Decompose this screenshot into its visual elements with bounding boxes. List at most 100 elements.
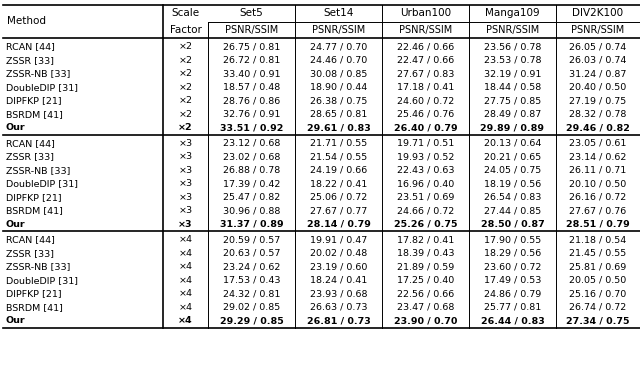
Text: 18.90 / 0.44: 18.90 / 0.44 (310, 83, 367, 92)
Text: PSNR/SSIM: PSNR/SSIM (399, 25, 452, 35)
Text: 27.34 / 0.75: 27.34 / 0.75 (566, 316, 630, 325)
Text: 22.56 / 0.66: 22.56 / 0.66 (397, 289, 454, 298)
Text: 18.19 / 0.56: 18.19 / 0.56 (484, 179, 541, 188)
Text: DIPFKP [21]: DIPFKP [21] (6, 193, 61, 202)
Text: ×3: ×3 (179, 193, 193, 202)
Text: 18.44 / 0.58: 18.44 / 0.58 (484, 83, 541, 92)
Text: 17.39 / 0.42: 17.39 / 0.42 (223, 179, 280, 188)
Text: 31.37 / 0.89: 31.37 / 0.89 (220, 220, 284, 229)
Text: 24.86 / 0.79: 24.86 / 0.79 (484, 289, 541, 298)
Text: Scale: Scale (172, 8, 200, 18)
Text: 29.02 / 0.85: 29.02 / 0.85 (223, 303, 280, 312)
Text: DIPFKP [21]: DIPFKP [21] (6, 96, 61, 105)
Text: 29.46 / 0.82: 29.46 / 0.82 (566, 123, 630, 132)
Text: Factor: Factor (170, 25, 202, 35)
Text: 21.45 / 0.55: 21.45 / 0.55 (570, 249, 627, 258)
Text: DoubleDIP [31]: DoubleDIP [31] (6, 83, 78, 92)
Text: 24.60 / 0.72: 24.60 / 0.72 (397, 96, 454, 105)
Text: 27.67 / 0.83: 27.67 / 0.83 (397, 69, 454, 78)
Text: 22.43 / 0.63: 22.43 / 0.63 (397, 166, 454, 175)
Text: 23.47 / 0.68: 23.47 / 0.68 (397, 303, 454, 312)
Text: 26.38 / 0.75: 26.38 / 0.75 (310, 96, 367, 105)
Text: 26.72 / 0.81: 26.72 / 0.81 (223, 56, 280, 65)
Text: 26.11 / 0.71: 26.11 / 0.71 (570, 166, 627, 175)
Text: Set14: Set14 (323, 8, 354, 18)
Text: 21.54 / 0.55: 21.54 / 0.55 (310, 152, 367, 161)
Text: 29.61 / 0.83: 29.61 / 0.83 (307, 123, 371, 132)
Text: DoubleDIP [31]: DoubleDIP [31] (6, 179, 78, 188)
Text: PSNR/SSIM: PSNR/SSIM (225, 25, 278, 35)
Text: 31.24 / 0.87: 31.24 / 0.87 (570, 69, 627, 78)
Text: 17.90 / 0.55: 17.90 / 0.55 (484, 235, 541, 244)
Text: 20.02 / 0.48: 20.02 / 0.48 (310, 249, 367, 258)
Text: 20.10 / 0.50: 20.10 / 0.50 (570, 179, 627, 188)
Text: 23.19 / 0.60: 23.19 / 0.60 (310, 262, 367, 271)
Text: Our: Our (6, 220, 26, 229)
Text: 27.44 / 0.85: 27.44 / 0.85 (484, 206, 541, 215)
Text: 26.44 / 0.83: 26.44 / 0.83 (481, 316, 545, 325)
Text: 28.32 / 0.78: 28.32 / 0.78 (570, 110, 627, 119)
Text: 28.14 / 0.79: 28.14 / 0.79 (307, 220, 371, 229)
Text: ×2: ×2 (178, 123, 193, 132)
Text: 17.53 / 0.43: 17.53 / 0.43 (223, 276, 280, 285)
Text: ZSSR [33]: ZSSR [33] (6, 152, 54, 161)
Text: 26.03 / 0.74: 26.03 / 0.74 (570, 56, 627, 65)
Text: ×4: ×4 (178, 316, 193, 325)
Text: ×3: ×3 (179, 139, 193, 148)
Text: ×3: ×3 (179, 220, 193, 229)
Text: 29.89 / 0.89: 29.89 / 0.89 (481, 123, 545, 132)
Text: Urban100: Urban100 (400, 8, 451, 18)
Text: 23.12 / 0.68: 23.12 / 0.68 (223, 139, 280, 148)
Text: 18.22 / 0.41: 18.22 / 0.41 (310, 179, 367, 188)
Text: PSNR/SSIM: PSNR/SSIM (486, 25, 539, 35)
Text: ×2: ×2 (179, 42, 193, 51)
Text: RCAN [44]: RCAN [44] (6, 235, 55, 244)
Text: 24.19 / 0.66: 24.19 / 0.66 (310, 166, 367, 175)
Text: Our: Our (6, 316, 26, 325)
Text: 23.53 / 0.78: 23.53 / 0.78 (484, 56, 541, 65)
Text: 23.90 / 0.70: 23.90 / 0.70 (394, 316, 457, 325)
Text: 24.05 / 0.75: 24.05 / 0.75 (484, 166, 541, 175)
Text: 29.29 / 0.85: 29.29 / 0.85 (220, 316, 284, 325)
Text: 24.77 / 0.70: 24.77 / 0.70 (310, 42, 367, 51)
Text: DIV2K100: DIV2K100 (572, 8, 623, 18)
Text: 20.40 / 0.50: 20.40 / 0.50 (570, 83, 627, 92)
Text: 23.24 / 0.62: 23.24 / 0.62 (223, 262, 280, 271)
Text: 26.05 / 0.74: 26.05 / 0.74 (570, 42, 627, 51)
Text: 19.91 / 0.47: 19.91 / 0.47 (310, 235, 367, 244)
Text: 24.32 / 0.81: 24.32 / 0.81 (223, 289, 280, 298)
Text: 18.57 / 0.48: 18.57 / 0.48 (223, 83, 280, 92)
Text: 32.19 / 0.91: 32.19 / 0.91 (484, 69, 541, 78)
Text: 21.89 / 0.59: 21.89 / 0.59 (397, 262, 454, 271)
Text: PSNR/SSIM: PSNR/SSIM (312, 25, 365, 35)
Text: ZSSR [33]: ZSSR [33] (6, 249, 54, 258)
Text: 25.46 / 0.76: 25.46 / 0.76 (397, 110, 454, 119)
Text: 22.46 / 0.66: 22.46 / 0.66 (397, 42, 454, 51)
Text: 16.96 / 0.40: 16.96 / 0.40 (397, 179, 454, 188)
Text: 26.75 / 0.81: 26.75 / 0.81 (223, 42, 280, 51)
Text: ×2: ×2 (179, 96, 193, 105)
Text: 20.63 / 0.57: 20.63 / 0.57 (223, 249, 280, 258)
Text: Method: Method (7, 17, 46, 27)
Text: ×2: ×2 (179, 110, 193, 119)
Text: 33.51 / 0.92: 33.51 / 0.92 (220, 123, 283, 132)
Text: 26.81 / 0.73: 26.81 / 0.73 (307, 316, 371, 325)
Text: 28.51 / 0.79: 28.51 / 0.79 (566, 220, 630, 229)
Text: 25.77 / 0.81: 25.77 / 0.81 (484, 303, 541, 312)
Text: ×4: ×4 (179, 235, 193, 244)
Text: PSNR/SSIM: PSNR/SSIM (572, 25, 625, 35)
Text: ZSSR-NB [33]: ZSSR-NB [33] (6, 69, 70, 78)
Text: 17.18 / 0.41: 17.18 / 0.41 (397, 83, 454, 92)
Text: 23.02 / 0.68: 23.02 / 0.68 (223, 152, 280, 161)
Text: 23.93 / 0.68: 23.93 / 0.68 (310, 289, 367, 298)
Text: BSRDM [41]: BSRDM [41] (6, 206, 63, 215)
Text: 25.47 / 0.82: 25.47 / 0.82 (223, 193, 280, 202)
Text: 21.71 / 0.55: 21.71 / 0.55 (310, 139, 367, 148)
Text: Manga109: Manga109 (485, 8, 540, 18)
Text: BSRDM [41]: BSRDM [41] (6, 110, 63, 119)
Text: ×4: ×4 (179, 303, 193, 312)
Text: 30.96 / 0.88: 30.96 / 0.88 (223, 206, 280, 215)
Text: 24.66 / 0.72: 24.66 / 0.72 (397, 206, 454, 215)
Text: 25.26 / 0.75: 25.26 / 0.75 (394, 220, 457, 229)
Text: 30.08 / 0.85: 30.08 / 0.85 (310, 69, 367, 78)
